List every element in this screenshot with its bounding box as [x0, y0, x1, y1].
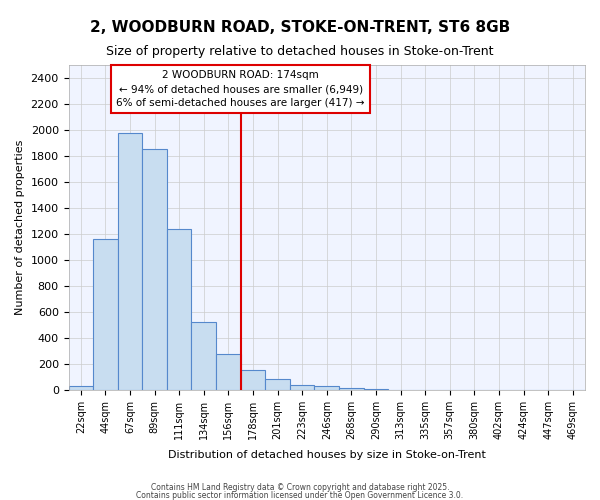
Bar	[118, 133, 142, 390]
Text: 2 WOODBURN ROAD: 174sqm
← 94% of detached houses are smaller (6,949)
6% of semi-: 2 WOODBURN ROAD: 174sqm ← 94% of detache…	[116, 70, 365, 108]
Bar	[142, 149, 167, 390]
Text: Contains HM Land Registry data © Crown copyright and database right 2025.: Contains HM Land Registry data © Crown c…	[151, 483, 449, 492]
Bar	[167, 230, 191, 390]
Bar	[290, 384, 314, 390]
Text: 2, WOODBURN ROAD, STOKE-ON-TRENT, ST6 8GB: 2, WOODBURN ROAD, STOKE-ON-TRENT, ST6 8G…	[90, 20, 510, 35]
Bar	[93, 239, 118, 390]
Bar	[241, 370, 265, 390]
Bar	[314, 386, 339, 390]
Text: Size of property relative to detached houses in Stoke-on-Trent: Size of property relative to detached ho…	[106, 45, 494, 58]
Bar	[265, 378, 290, 390]
Bar	[191, 322, 216, 390]
Y-axis label: Number of detached properties: Number of detached properties	[15, 140, 25, 315]
Text: Contains public sector information licensed under the Open Government Licence 3.: Contains public sector information licen…	[136, 492, 464, 500]
X-axis label: Distribution of detached houses by size in Stoke-on-Trent: Distribution of detached houses by size …	[168, 450, 486, 460]
Bar	[216, 354, 241, 390]
Bar	[364, 389, 388, 390]
Bar	[68, 386, 93, 390]
Bar	[339, 388, 364, 390]
